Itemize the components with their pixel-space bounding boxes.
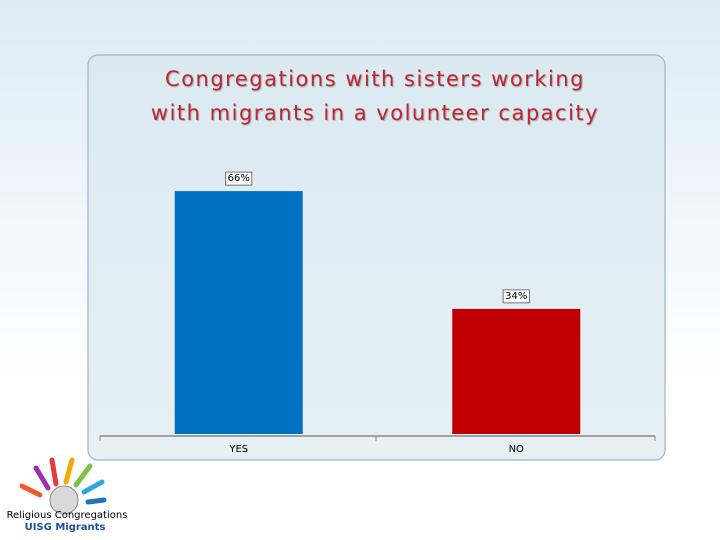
bar: [174, 191, 303, 434]
logo-tagline: Religious Congregations: [7, 510, 128, 521]
value-label: 34%: [505, 291, 527, 302]
value-label: 66%: [228, 173, 250, 184]
value-label-box: [502, 289, 530, 304]
x-tick-label: NO: [509, 444, 524, 455]
logo: Religious Congregations UISG Migrants: [7, 457, 128, 533]
x-tick-label: YES: [228, 444, 248, 455]
value-label-box: [225, 171, 253, 186]
logo-name: UISG Migrants: [25, 522, 106, 533]
bar: [452, 308, 581, 434]
chart-title: Congregations with sisters working with …: [150, 67, 600, 125]
